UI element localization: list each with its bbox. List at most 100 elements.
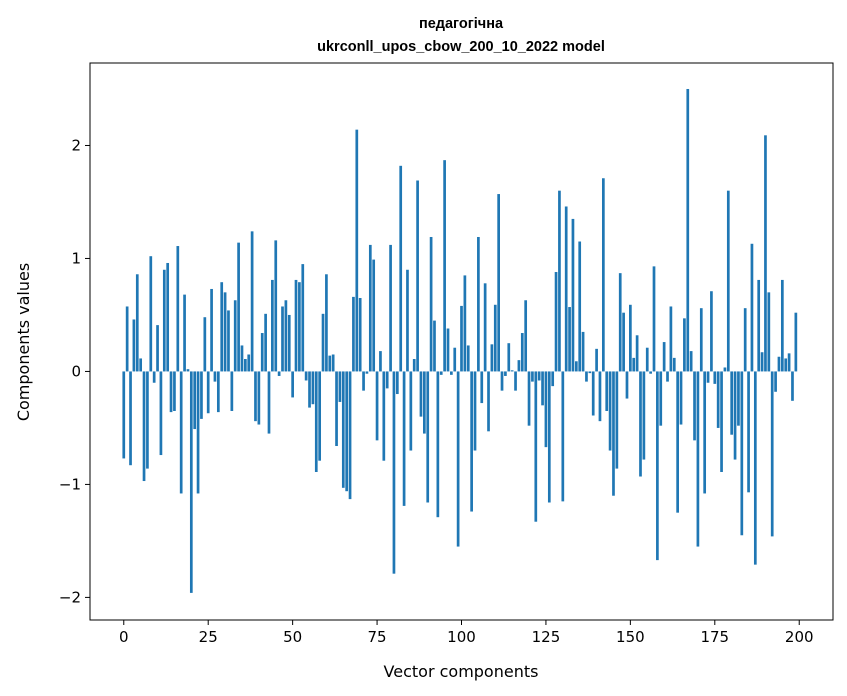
y-tick-label: 0 [71,362,81,380]
bar [395,371,399,395]
bar [571,218,575,372]
y-tick-label: 1 [71,249,81,267]
bar [135,274,139,372]
bar [362,371,365,391]
bar [561,371,565,502]
bar [233,300,237,372]
bar [399,165,403,372]
bar [527,371,531,426]
chart-title-line-2: ukrconll_upos_cbow_200_10_2022 model [317,39,605,55]
bar [629,304,632,372]
bar [703,371,707,494]
bar [291,371,294,398]
bar [618,273,622,372]
bar [375,371,379,441]
bar [314,371,318,472]
bar [287,314,291,372]
bar [325,274,328,372]
bar [186,369,190,372]
bar [615,371,619,469]
bar [753,371,757,565]
bar [294,279,298,372]
bar [679,371,683,425]
bar [385,371,389,389]
bar [368,244,372,372]
bar [446,328,450,372]
bar [321,313,325,372]
bar [189,371,193,593]
bar [537,371,541,381]
bar [216,371,220,413]
bar [260,333,264,372]
bar [250,231,254,372]
bar [551,371,555,387]
bar [757,279,761,372]
bar [463,275,467,372]
bar [433,320,436,372]
bar [578,241,582,372]
bar [220,282,224,372]
x-tick-label: 200 [785,628,814,646]
y-tick-label: 2 [71,136,81,154]
bar [132,319,136,372]
bar [770,371,774,537]
bar [622,312,625,372]
bar [203,317,207,372]
bar [784,358,788,372]
bar [345,371,349,492]
bar [422,371,426,434]
bar [713,371,717,384]
bar [564,206,568,372]
bar [402,371,406,506]
bar [699,308,703,372]
bar [534,371,538,522]
bar [531,371,534,382]
bar [159,371,163,456]
x-tick-label: 150 [616,628,645,646]
bar [541,371,544,406]
bar [710,291,713,372]
bar [581,331,585,372]
bar [122,371,126,459]
y-axis-label: Components values [14,263,33,421]
bar [392,371,396,574]
bar [672,357,676,372]
x-tick-label: 25 [199,628,218,646]
bar [416,180,419,372]
bar [466,345,470,372]
bar [723,367,727,372]
bar [737,371,740,426]
bar [632,357,636,372]
bar [308,371,311,408]
x-tick-label: 75 [368,628,387,646]
bar [318,371,322,461]
x-axis-label: Vector components [384,662,539,681]
bar [429,236,433,372]
bar [726,190,730,372]
y-tick-label: −1 [59,475,81,493]
x-tick-label: 0 [119,628,129,646]
bar [439,371,443,375]
bar [257,371,261,425]
bar [490,344,494,372]
bar [780,279,784,372]
bar [625,371,629,399]
bar [605,371,609,411]
bar [683,318,686,372]
bar [598,371,602,422]
bar [787,353,791,372]
x-tick-label: 100 [447,628,476,646]
bar [230,371,234,411]
bar [764,135,767,372]
bar [264,313,267,372]
bar [247,354,251,372]
bar [176,246,180,372]
bar [274,240,278,372]
bar [166,262,170,372]
bar [662,342,666,372]
bar [210,288,213,372]
bar [358,298,362,372]
bar [686,88,690,372]
